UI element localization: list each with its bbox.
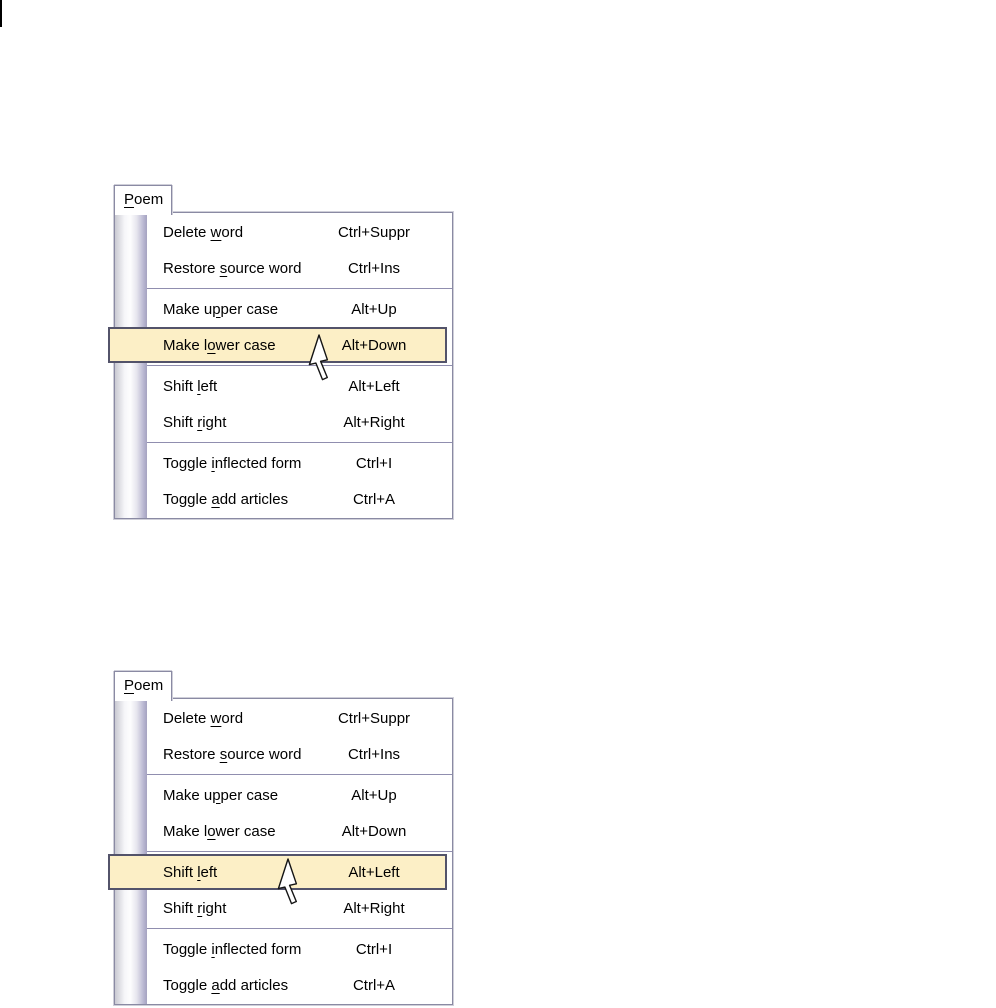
poem-menu-tab[interactable]: Poem [114,185,172,215]
shortcut-label: Ctrl+Suppr [337,223,411,241]
shortcut-label: Alt+Down [341,822,407,840]
shortcut-label: Ctrl+Ins [347,745,401,763]
shortcut-label: Ctrl+Suppr [337,709,411,727]
tab-label: oem [134,191,164,208]
tab-mnemonic: P [124,191,135,208]
poem-menu-bottom: Poem Delete word Ctrl+Suppr Restore sour… [108,671,455,1006]
shortcut-label: Alt+Up [351,786,397,804]
menu-left-strip [115,213,147,518]
shortcut-label: Alt+Right [343,413,405,431]
menu-item-make-lower-case[interactable]: Make lower case Alt+Down [115,813,452,849]
menu-item-shift-left[interactable]: Shift left Alt+Left [115,368,452,404]
poem-menu-tab[interactable]: Poem [114,671,172,701]
mouse-cursor-icon [277,858,298,905]
menu-item-shift-right[interactable]: Shift right Alt+Right [115,890,452,926]
poem-menu-dropdown: Delete word Ctrl+Suppr Restore source wo… [108,212,453,519]
tab-mnemonic: P [124,677,135,694]
menu-separator [147,928,452,929]
shortcut-label: Ctrl+I [355,940,393,958]
menu-item-shift-right[interactable]: Shift right Alt+Right [115,404,452,440]
menu-separator [147,288,452,289]
menu-item-restore-source-word[interactable]: Restore source word Ctrl+Ins [115,250,452,286]
menu-item-make-upper-case[interactable]: Make upper case Alt+Up [115,777,452,813]
shortcut-label: Ctrl+A [352,490,396,508]
poem-menu-top: Poem Delete word Ctrl+Suppr Restore sour… [108,185,455,520]
shortcut-label: Alt+Left [348,377,400,395]
menu-item-restore-source-word[interactable]: Restore source word Ctrl+Ins [115,736,452,772]
menu-item-make-upper-case[interactable]: Make upper case Alt+Up [115,291,452,327]
menu-separator [147,365,452,366]
menu-item-toggle-add-articles[interactable]: Toggle add articles Ctrl+A [115,967,452,1003]
shortcut-label: Ctrl+I [355,454,393,472]
menu-left-strip [115,699,147,1004]
poem-menu-dropdown: Delete word Ctrl+Suppr Restore source wo… [108,698,453,1005]
menu-item-toggle-inflected-form[interactable]: Toggle inflected form Ctrl+I [115,931,452,967]
shortcut-label: Alt+Left [348,863,400,881]
shortcut-label: Alt+Up [351,300,397,318]
mouse-cursor-icon [308,334,329,381]
menu-item-delete-word[interactable]: Delete word Ctrl+Suppr [115,214,452,250]
menu-separator [147,774,452,775]
menu-item-make-lower-case[interactable]: Make lower case Alt+Down [108,327,452,363]
shortcut-label: Alt+Right [343,899,405,917]
menu-separator [147,442,452,443]
menu-item-toggle-add-articles[interactable]: Toggle add articles Ctrl+A [115,481,452,517]
menu-item-toggle-inflected-form[interactable]: Toggle inflected form Ctrl+I [115,445,452,481]
menu-item-delete-word[interactable]: Delete word Ctrl+Suppr [115,700,452,736]
menu-item-shift-left[interactable]: Shift left Alt+Left [108,854,452,890]
menu-separator [147,851,452,852]
shortcut-label: Ctrl+A [352,976,396,994]
shortcut-label: Ctrl+Ins [347,259,401,277]
shortcut-label: Alt+Down [341,336,407,354]
tab-label: oem [134,677,164,694]
page-edge-artifact [0,0,2,27]
